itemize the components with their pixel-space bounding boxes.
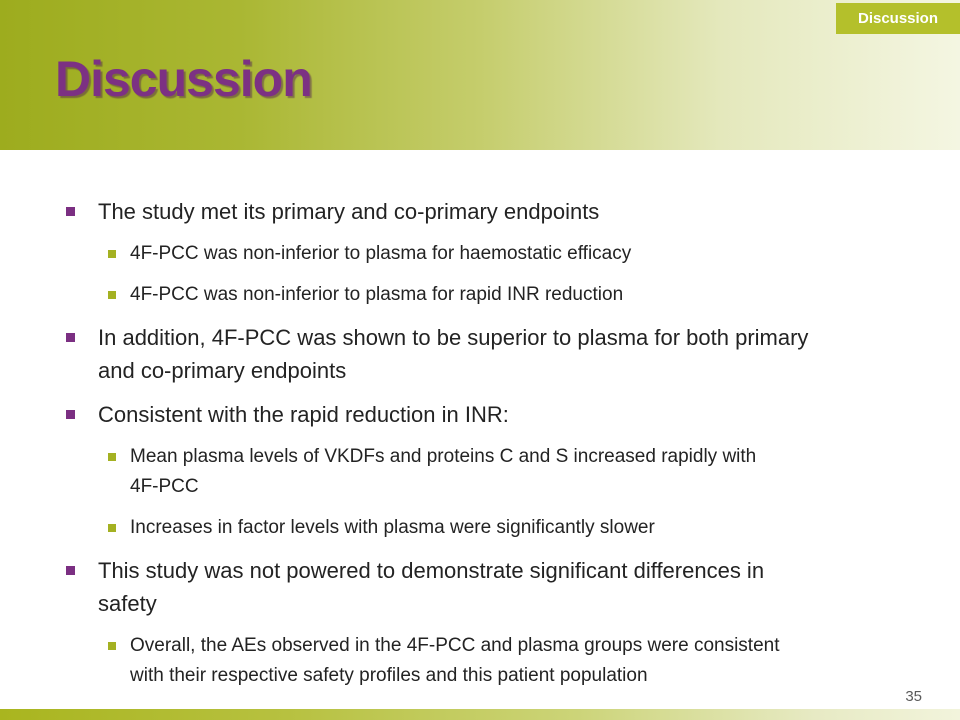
bullet-item-level1: Consistent with the rapid reduction in I…	[66, 398, 920, 431]
bullet-square-icon	[108, 524, 116, 532]
bullet-square-icon	[108, 250, 116, 258]
section-tab: Discussion	[836, 3, 960, 34]
bullet-square-icon	[66, 207, 75, 216]
header-band: Discussion	[0, 0, 960, 150]
bullet-item-level2: 4F-PCC was non-inferior to plasma for ra…	[108, 280, 898, 310]
bullet-text: 4F-PCC was non-inferior to plasma for ha…	[130, 243, 632, 264]
bullet-text: Overall, the AEs observed in the 4F-PCC …	[130, 635, 780, 686]
bullet-square-icon	[108, 453, 116, 461]
bullet-text: The study met its primary and co-primary…	[98, 199, 600, 224]
bullet-text: Mean plasma levels of VKDFs and proteins…	[130, 446, 757, 497]
bullet-item-level1: In addition, 4F-PCC was shown to be supe…	[66, 321, 920, 387]
bullet-list: The study met its primary and co-primary…	[66, 195, 920, 691]
bullet-text: In addition, 4F-PCC was shown to be supe…	[98, 325, 809, 383]
bullet-text: This study was not powered to demonstrat…	[98, 558, 765, 616]
bullet-square-icon	[108, 291, 116, 299]
bullet-square-icon	[108, 642, 116, 650]
bullet-item-level2: Increases in factor levels with plasma w…	[108, 513, 898, 543]
bullet-item-level2: Mean plasma levels of VKDFs and proteins…	[108, 442, 898, 502]
page-number: 35	[905, 688, 922, 705]
slide-body: The study met its primary and co-primary…	[66, 150, 920, 702]
bullet-item-level2: Overall, the AEs observed in the 4F-PCC …	[108, 631, 898, 691]
bullet-square-icon	[66, 566, 75, 575]
bullet-text: 4F-PCC was non-inferior to plasma for ra…	[130, 284, 624, 305]
bullet-square-icon	[66, 410, 75, 419]
bullet-square-icon	[66, 333, 75, 342]
bullet-text: Increases in factor levels with plasma w…	[130, 517, 655, 538]
bullet-item-level2: 4F-PCC was non-inferior to plasma for ha…	[108, 239, 898, 269]
bullet-item-level1: The study met its primary and co-primary…	[66, 195, 920, 228]
footer-bar	[0, 709, 960, 720]
bullet-item-level1: This study was not powered to demonstrat…	[66, 554, 920, 620]
page-title: Discussion	[55, 51, 313, 107]
bullet-text: Consistent with the rapid reduction in I…	[98, 402, 509, 427]
